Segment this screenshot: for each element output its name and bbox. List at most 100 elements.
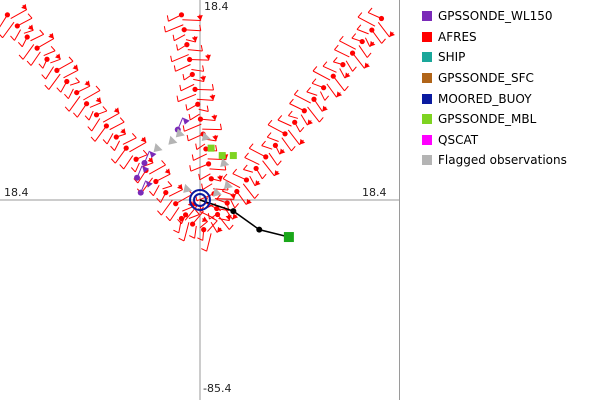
wind-barb-flag — [344, 85, 349, 92]
afres-obs-point — [272, 142, 279, 148]
wind-barb — [183, 222, 190, 242]
wind-barb — [83, 90, 101, 101]
wind-barb — [202, 128, 222, 131]
wind-barb — [229, 198, 236, 209]
wind-barb — [149, 164, 166, 175]
axis-label-bottom: -85.4 — [203, 382, 232, 395]
wind-barb-flag — [261, 140, 266, 146]
legend-item[interactable]: Flagged observations — [422, 150, 598, 171]
moored-buoy-ring-inner — [193, 193, 207, 207]
wind-barb — [191, 68, 204, 72]
wind-barb — [171, 54, 189, 63]
afres-obs-point — [189, 221, 196, 227]
legend: GPSSONDE_WL150 AFRES SHIP GPSSONDE_SFC M… — [422, 6, 598, 171]
legend-item[interactable]: SHIP — [422, 47, 598, 68]
afres-obs-point — [64, 78, 70, 85]
wind-barb — [319, 91, 326, 101]
wind-barb — [334, 49, 350, 58]
storm-track-line — [199, 199, 290, 238]
wind-barb — [180, 83, 195, 92]
wind-barb-flag — [352, 66, 357, 72]
wind-barb-pennant — [95, 96, 102, 103]
wind-barb — [169, 207, 180, 222]
wind-barb — [196, 143, 206, 150]
legend-item[interactable]: GPSSONDE_SFC — [422, 68, 598, 89]
afres-obs-point — [349, 50, 356, 56]
wind-barb — [189, 59, 209, 61]
wind-barb-flag — [176, 44, 179, 51]
wind-barb — [322, 65, 337, 73]
wind-barb-pennant — [201, 216, 208, 222]
wind-barb-flag — [166, 15, 169, 22]
wind-barb-flag — [219, 123, 222, 130]
wind-barb — [352, 52, 365, 69]
legend-item[interactable]: MOORED_BUOY — [422, 88, 598, 109]
wind-barb — [23, 29, 34, 34]
gpssonde-wl150-point — [134, 174, 141, 181]
gpssonde-mbl-point — [229, 152, 237, 160]
legend-item[interactable]: GPSSONDE_WL150 — [422, 6, 598, 27]
afres-obs-point — [83, 101, 90, 107]
wind-barb-flag — [130, 167, 136, 173]
afres-obs-point — [292, 119, 298, 125]
wind-barb — [91, 118, 101, 132]
afres-obs-point — [224, 200, 230, 206]
wind-barb — [50, 58, 61, 64]
wind-barb-flag — [356, 24, 362, 30]
afres-obs-point — [243, 177, 250, 183]
wind-barb-pennant — [322, 105, 328, 112]
legend-item[interactable]: AFRES — [422, 27, 598, 48]
wind-barb — [332, 75, 345, 92]
wind-barb — [244, 157, 260, 166]
afres-obs-point — [189, 71, 195, 78]
wind-barb-flag — [211, 84, 214, 91]
wind-barb-pennant — [299, 138, 306, 145]
gpssonde-mbl-point — [218, 152, 226, 160]
wind-barb-flag — [319, 117, 324, 123]
wind-barb — [206, 233, 212, 252]
wind-barb-flag — [199, 24, 202, 31]
wind-barb-flag — [351, 33, 357, 39]
gpssonde-wl150-pennant — [149, 150, 157, 158]
gpssonde-wl150-pennant — [182, 117, 190, 125]
legend-item[interactable]: GPSSONDE_MBL — [422, 109, 598, 130]
wind-barb-pennant — [200, 76, 207, 82]
afres-obs-point — [369, 27, 375, 33]
wind-barb-pennant — [27, 24, 34, 31]
legend-swatch — [422, 52, 432, 63]
wind-barb-flag — [157, 210, 162, 216]
wind-barb — [188, 214, 200, 219]
wind-barb — [306, 91, 318, 96]
flagged-obs-point — [183, 183, 193, 193]
wind-barb — [203, 201, 221, 212]
wind-barb — [222, 178, 241, 189]
wind-barb-flag — [165, 215, 171, 222]
gpssonde-wl150-point — [141, 159, 148, 166]
wind-barb-flag — [56, 87, 62, 93]
wind-barb-flag — [244, 152, 249, 158]
wind-barb — [339, 68, 346, 79]
wind-barb — [210, 221, 218, 233]
afres-obs-point — [201, 227, 207, 233]
wind-barb — [289, 103, 305, 112]
wind-barb-flag — [41, 74, 47, 80]
wind-barb-pennant — [209, 94, 216, 101]
wind-barb-flag — [163, 26, 166, 33]
moored-buoy-ring-outer — [189, 189, 211, 211]
wind-barb-flag — [178, 237, 185, 242]
flagged-obs-point — [168, 135, 178, 145]
wind-barb — [217, 214, 230, 230]
legend-item[interactable]: QSCAT — [422, 130, 598, 151]
wind-barb-flag — [110, 145, 115, 151]
wind-barb — [193, 153, 207, 161]
wind-barb-pennant — [205, 54, 211, 61]
wind-barb-flag — [176, 95, 179, 102]
wind-barb-flag — [95, 85, 101, 91]
axis-label-left: 18.4 — [4, 186, 29, 199]
flight-leg-4 — [173, 201, 218, 252]
flight-leg-1 — [0, 3, 200, 225]
wind-barb-pennant — [246, 198, 252, 205]
wind-barb — [161, 199, 173, 216]
wind-barb-flag — [182, 125, 185, 132]
wind-barb-flag — [17, 41, 23, 48]
